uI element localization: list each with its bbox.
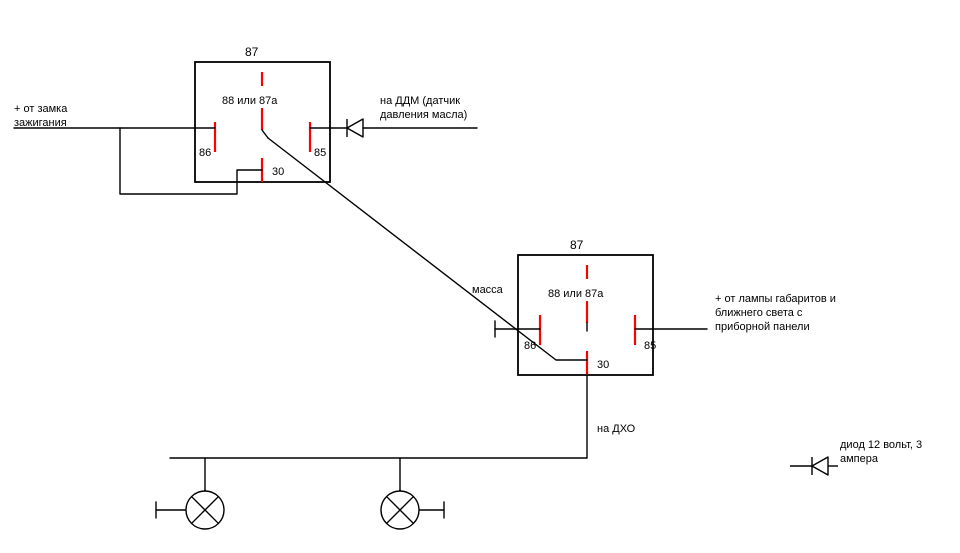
svg-text:87: 87	[570, 238, 584, 252]
label-lamp-in: приборной панели	[715, 321, 810, 333]
svg-text:87: 87	[245, 45, 259, 59]
labels: + от замка зажигания на ДДМ (датчик давлени…	[14, 95, 922, 465]
diode-legend	[790, 457, 838, 475]
label-ignition: зажигания	[14, 117, 67, 129]
label-ground: масса	[472, 284, 504, 296]
svg-text:88 или 87а: 88 или 87а	[548, 288, 604, 300]
label-ignition: + от замка	[14, 103, 68, 115]
lamp-1	[156, 490, 224, 529]
relay-relay2: 86 85 30 87 88 или 87а	[518, 238, 656, 375]
label-ddm: давления масла)	[380, 109, 467, 121]
svg-text:86: 86	[524, 340, 536, 352]
wire-ign_to_30	[120, 128, 262, 194]
svg-text:30: 30	[597, 359, 609, 371]
svg-text:85: 85	[314, 147, 326, 159]
wire-r1_87a_down	[262, 130, 268, 138]
svg-text:85: 85	[644, 340, 656, 352]
label-diode-note: ампера	[840, 453, 879, 465]
svg-text:88 или 87а: 88 или 87а	[222, 95, 278, 107]
label-lamp-in: ближнего света с	[715, 307, 803, 319]
diode-main	[347, 119, 363, 137]
svg-text:86: 86	[199, 147, 211, 159]
label-lamp-in: + от лампы габаритов и	[715, 293, 836, 305]
relay-relay1: 86 85 30 87 88 или 87а	[195, 45, 330, 182]
label-ddm: на ДДМ (датчик	[380, 95, 460, 107]
lamp-2	[381, 490, 444, 529]
label-dho: на ДХО	[597, 423, 636, 435]
label-diode-note: диод 12 вольт, 3	[840, 439, 922, 451]
svg-text:30: 30	[272, 166, 284, 178]
